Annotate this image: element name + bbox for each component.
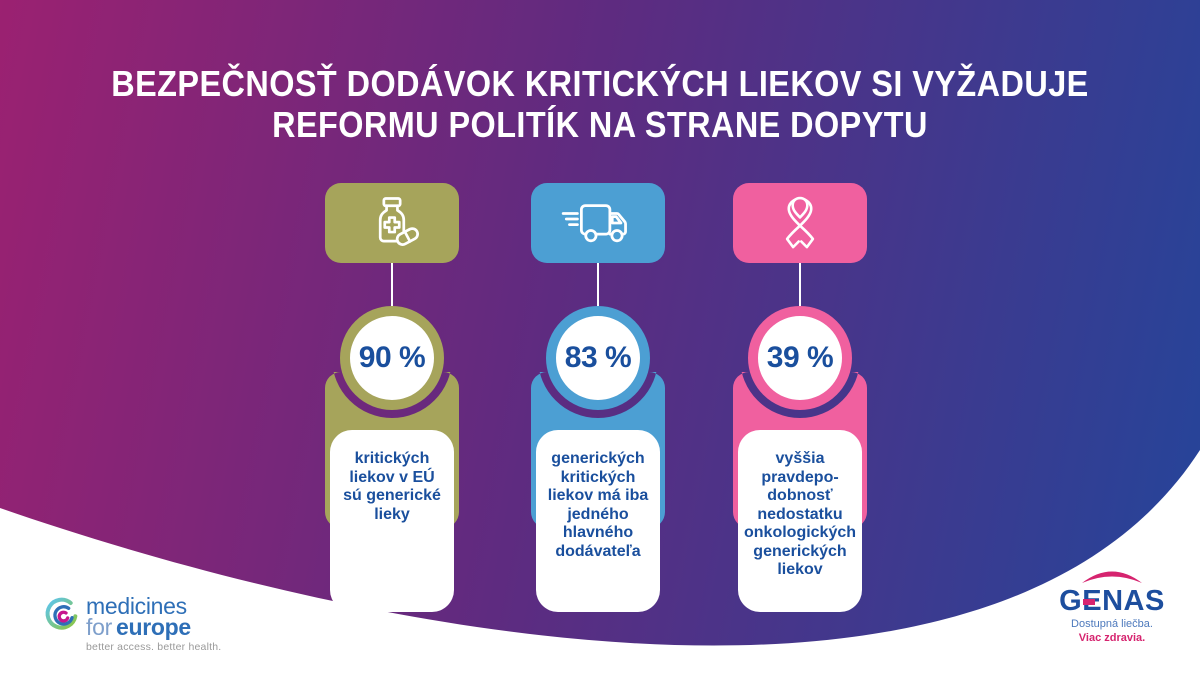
stat-text-card: vyššia pravdepo- dobnosť nedostatku onko… — [738, 430, 862, 612]
medicines-for-europe-mark-icon — [45, 597, 78, 630]
percent-value: 39 % — [766, 341, 834, 374]
stat-column-oncology-shortage: 39 % vyššia pravdepo- dobnosť nedostatku… — [733, 183, 867, 615]
genas-tagline-1: Dostupná liečba. — [1071, 618, 1153, 630]
mfe-line1: medicines — [86, 593, 187, 619]
page-title: BEZPEČNOSŤ DODÁVOK KRITICKÝCH LIEKOV SI … — [111, 63, 1089, 145]
awareness-ribbon-icon — [785, 196, 815, 249]
stat-column-single-supplier: 83 % generických kritických liekov má ib… — [531, 183, 665, 615]
genas-e-bar — [1082, 599, 1096, 605]
stat-text: kritických liekov v EÚ sú generické liek… — [343, 450, 441, 523]
stat-text-card: generických kritických liekov má iba jed… — [536, 430, 660, 612]
connector-line — [391, 263, 393, 306]
medicines-for-europe-logo: medicines for europe better access. bette… — [44, 593, 222, 654]
genas-logo: GENAS Dostupná liečba. Viac zdravia. — [1040, 567, 1184, 644]
stat-text: vyššia pravdepo- dobnosť nedostatku onko… — [744, 450, 857, 578]
icon-card — [531, 183, 665, 263]
percent-circle: 39 % — [748, 306, 852, 410]
medicines-for-europe-wordmark: medicines for europe better access. bette… — [86, 593, 222, 654]
connector-line — [597, 263, 599, 306]
icon-card — [733, 183, 867, 263]
percent-circle: 90 % — [340, 306, 444, 410]
percent-value: 90 % — [358, 341, 426, 374]
percent-circle: 83 % — [546, 306, 650, 410]
stat-text-card: kritických liekov v EÚ sú generické liek… — [330, 430, 454, 612]
medicine-bottle-icon — [378, 197, 420, 246]
genas-arc-icon — [1082, 571, 1142, 583]
icon-card — [325, 183, 459, 263]
stat-text: generických kritických liekov má iba jed… — [547, 450, 649, 560]
connector-line — [799, 263, 801, 306]
stat-column-generics-share: 90 % kritických liekov v EÚ sú generické… — [325, 183, 459, 615]
genas-wordmark: GENAS — [1059, 585, 1165, 617]
genas-tagline-2: Viac zdravia. — [1078, 632, 1146, 644]
mfe-line2: for europe — [86, 614, 191, 640]
percent-value: 83 % — [564, 341, 632, 374]
mfe-tagline: better access. better health. — [86, 641, 222, 653]
delivery-truck-icon — [561, 204, 627, 243]
